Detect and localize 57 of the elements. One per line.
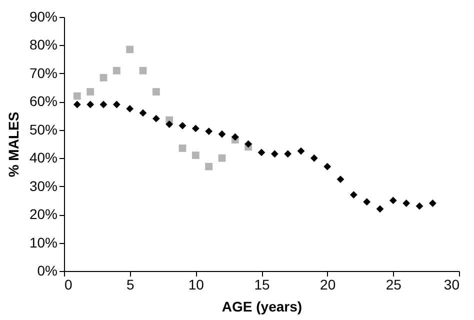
point — [205, 162, 213, 170]
point — [126, 46, 134, 54]
point — [324, 162, 332, 170]
x-tick-label: 15 — [254, 276, 270, 292]
point — [297, 147, 305, 155]
point — [178, 122, 186, 130]
y-tick-label: 60% — [29, 93, 58, 110]
point — [218, 154, 226, 162]
point — [192, 152, 200, 159]
point — [402, 200, 410, 207]
y-tick-label: 40% — [29, 150, 58, 166]
point — [218, 130, 226, 138]
point — [100, 100, 108, 108]
point — [428, 200, 436, 207]
y-tick-label: 80% — [29, 36, 58, 53]
point — [231, 133, 239, 141]
y-tick-label: 10% — [29, 234, 58, 250]
point — [73, 92, 81, 100]
point — [139, 109, 147, 117]
point — [310, 154, 318, 162]
y-tick-label: 30% — [29, 178, 58, 194]
point — [73, 100, 81, 108]
y-tick-label: 90% — [29, 8, 58, 24]
y-tick-label: 20% — [29, 206, 58, 222]
point — [178, 144, 186, 152]
point — [100, 74, 108, 82]
x-tick-label: 20 — [320, 276, 336, 292]
point — [152, 88, 160, 96]
point — [86, 100, 94, 108]
x-tick-label: 5 — [126, 276, 134, 292]
point — [258, 148, 266, 156]
x-tick-label: 10 — [188, 276, 204, 292]
point — [416, 202, 424, 210]
x-tick-label: 0 — [64, 276, 72, 292]
point — [376, 205, 384, 213]
point — [139, 66, 147, 74]
point — [270, 150, 278, 158]
point — [152, 114, 160, 122]
point — [389, 196, 397, 204]
point — [350, 191, 358, 199]
y-tick-label: 70% — [29, 64, 58, 81]
point — [244, 140, 252, 148]
point — [86, 88, 94, 96]
point — [284, 150, 292, 158]
point — [205, 128, 213, 136]
y-tick-label: 0% — [37, 262, 58, 278]
y-tick-label: 50% — [29, 121, 58, 138]
y-axis-title: % MALES — [5, 112, 22, 178]
point — [112, 100, 120, 108]
x-tick-label: 25 — [386, 276, 402, 292]
x-tick-label: 30 — [444, 276, 460, 292]
point — [192, 124, 200, 132]
x-axis-title: AGE (years) — [222, 298, 302, 314]
point — [166, 120, 174, 128]
point — [363, 198, 371, 206]
point — [126, 105, 134, 112]
point — [112, 66, 120, 74]
